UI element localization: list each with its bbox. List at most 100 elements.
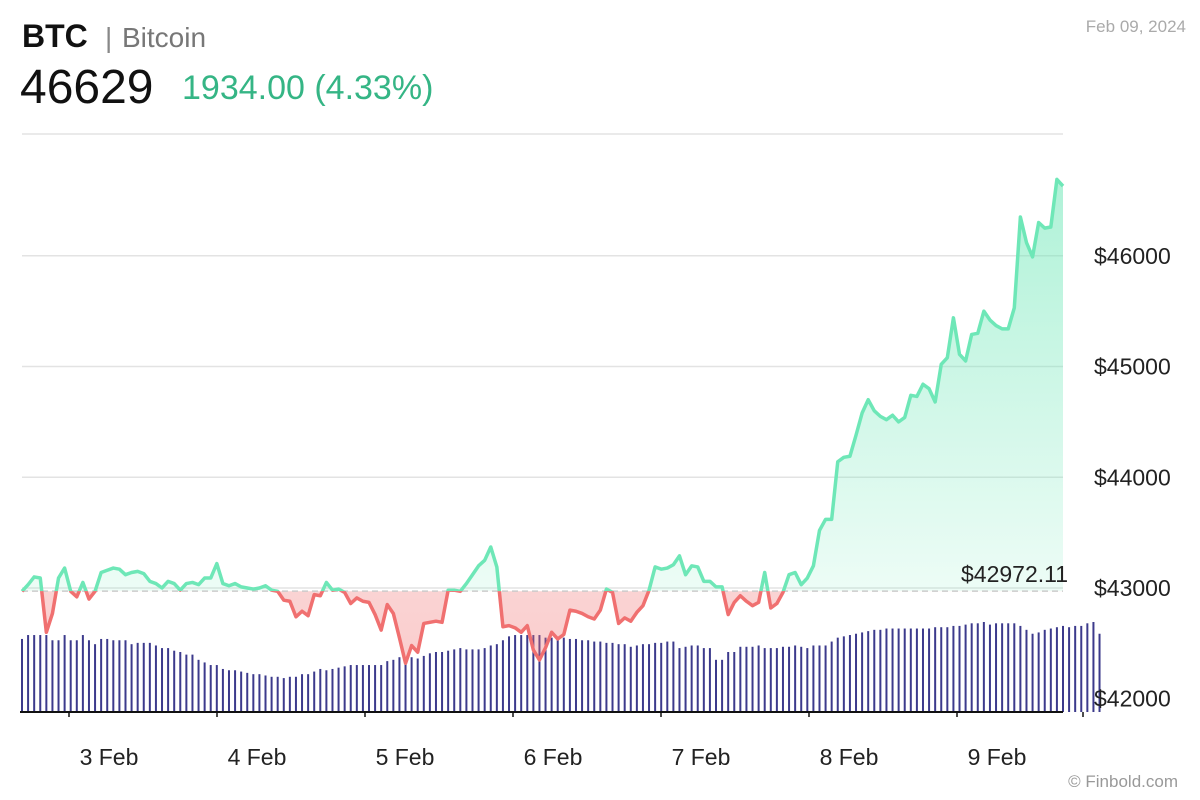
volume-bar — [909, 628, 912, 712]
volume-bar — [441, 652, 444, 712]
volume-bar — [294, 676, 297, 712]
volume-bar — [410, 657, 413, 712]
volume-bar — [124, 640, 127, 712]
volume-bar — [51, 640, 54, 712]
volume-bar — [227, 670, 230, 712]
volume-bar — [526, 635, 529, 712]
volume-bar — [191, 654, 194, 712]
volume-bar — [1013, 623, 1016, 712]
y-tick-label: $44000 — [1094, 464, 1171, 490]
volume-bar — [57, 640, 60, 712]
volume-bar — [958, 625, 961, 712]
volume-bar — [568, 638, 571, 712]
volume-bar — [514, 635, 517, 712]
volume-bar — [879, 629, 882, 712]
volume-bar — [179, 652, 182, 712]
volume-bar — [781, 646, 784, 712]
volume-bar — [739, 646, 742, 712]
volume-bar — [361, 665, 364, 712]
volume-bar — [800, 646, 803, 712]
header-separator: | — [105, 22, 113, 53]
x-tick-label: 8 Feb — [820, 744, 879, 770]
x-tick-label: 6 Feb — [524, 744, 583, 770]
volume-bar — [1086, 623, 1089, 712]
volume-bar — [87, 640, 90, 712]
volume-bar — [544, 637, 547, 712]
volume-bar — [946, 627, 949, 712]
volume-bar — [928, 628, 931, 712]
volume-bar — [921, 628, 924, 712]
current-price: 46629 — [20, 61, 154, 114]
volume-bar — [416, 658, 419, 712]
volume-bar — [611, 642, 614, 712]
volume-bar — [1080, 625, 1083, 712]
price-change: 1934.00 (4.33%) — [182, 69, 434, 107]
volume-bar — [556, 637, 559, 712]
volume-bar — [374, 665, 377, 712]
volume-bar — [483, 648, 486, 712]
volume-bar — [508, 636, 511, 712]
volume-bar — [574, 638, 577, 712]
volume-bar — [1098, 633, 1101, 712]
volume-bar — [45, 635, 48, 712]
x-tick-label: 3 Feb — [80, 744, 139, 770]
volume-bar — [21, 638, 23, 712]
volume-bar — [100, 638, 103, 712]
volume-bar — [629, 646, 632, 712]
volume-bar — [605, 642, 608, 712]
ticker-symbol: BTC — [22, 18, 88, 54]
volume-bar — [282, 678, 285, 712]
volume-bar — [1049, 628, 1052, 712]
volume-bar — [434, 652, 437, 712]
volume-bar — [934, 627, 937, 712]
volume-bar — [666, 641, 669, 712]
volume-bar — [313, 671, 316, 712]
volume-bar — [1037, 632, 1040, 712]
volume-bar — [63, 635, 66, 712]
volume-bar — [252, 674, 255, 712]
volume-bar — [1074, 625, 1077, 712]
volume-bar — [648, 644, 651, 712]
volume-bar — [684, 646, 687, 712]
volume-bar — [234, 670, 237, 712]
volume-bar — [775, 648, 778, 712]
volume-bar — [106, 638, 109, 712]
volume-bar — [167, 648, 170, 712]
volume-bar — [842, 636, 845, 712]
volume-bar — [404, 657, 407, 712]
volume-bar — [209, 665, 212, 712]
volume-bar — [830, 641, 833, 712]
volume-bar — [39, 635, 42, 712]
volume-bar — [715, 659, 717, 712]
volume-bar — [952, 625, 955, 712]
volume-bar — [118, 640, 121, 712]
y-tick-label: $42000 — [1094, 686, 1171, 712]
volume-bar — [392, 659, 395, 712]
volume-bar — [307, 674, 310, 712]
volume-bar — [623, 644, 626, 712]
price-line-up — [20, 177, 1065, 592]
volume-bar — [721, 659, 724, 712]
area-above-baseline — [22, 179, 1063, 592]
volume-bar — [203, 662, 206, 712]
volume-bar — [757, 645, 760, 712]
volume-bar — [501, 640, 504, 712]
volume-bar — [708, 648, 711, 712]
volume-bar — [185, 654, 188, 712]
volume-bars — [21, 622, 1101, 712]
volume-bar — [855, 633, 858, 712]
volume-bar — [867, 631, 870, 712]
volume-bar — [142, 642, 145, 712]
volume-bar — [690, 645, 693, 712]
volume-bar — [173, 650, 176, 712]
volume-bar — [386, 661, 389, 712]
volume-bar — [148, 642, 151, 712]
volume-bar — [806, 648, 809, 712]
volume-bar — [154, 645, 157, 712]
volume-bar — [1019, 625, 1022, 712]
volume-bar — [489, 645, 492, 712]
volume-bar — [495, 644, 498, 712]
volume-bar — [459, 648, 462, 712]
chart-date: Feb 09, 2024 — [1085, 17, 1186, 36]
